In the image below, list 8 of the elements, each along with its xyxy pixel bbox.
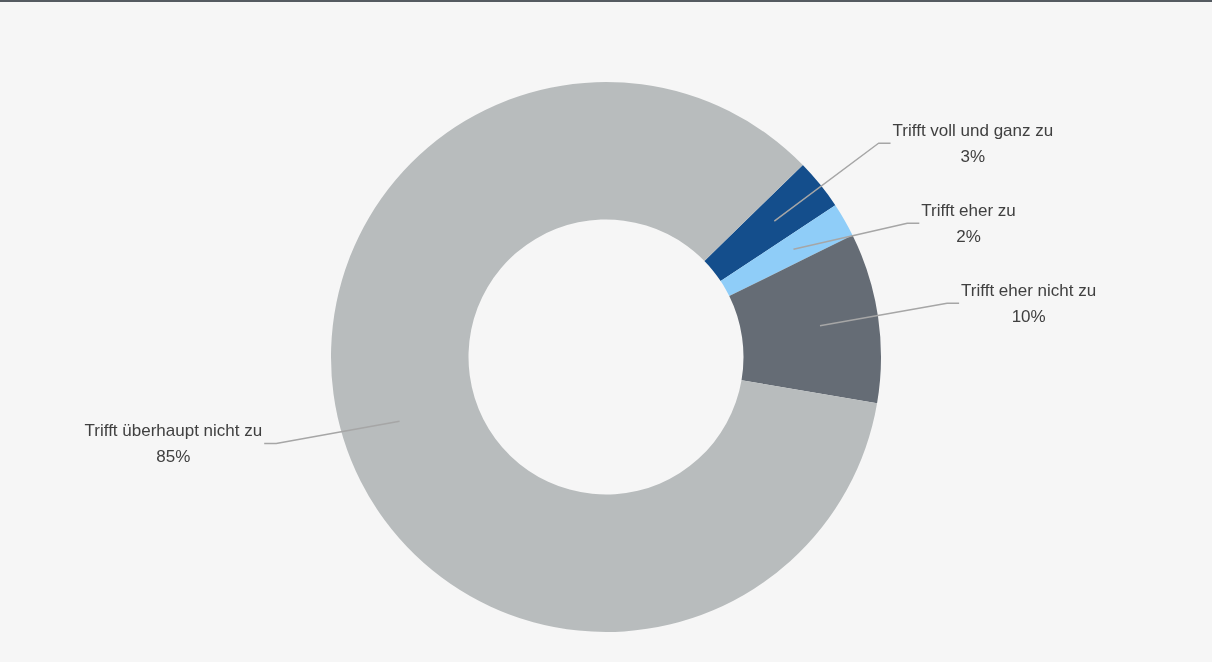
data-label: 3% <box>960 146 986 166</box>
data-label: 2% <box>956 226 981 246</box>
slice-label: Trifft überhaupt nicht zu <box>84 421 263 441</box>
data-label: 10% <box>1011 306 1046 326</box>
slice-label: Trifft eher nicht zu <box>961 280 1097 300</box>
data-label: 85% <box>156 447 191 467</box>
slice-label: Trifft eher zu <box>921 200 1016 220</box>
slice-label: Trifft voll und ganz zu <box>892 120 1054 140</box>
